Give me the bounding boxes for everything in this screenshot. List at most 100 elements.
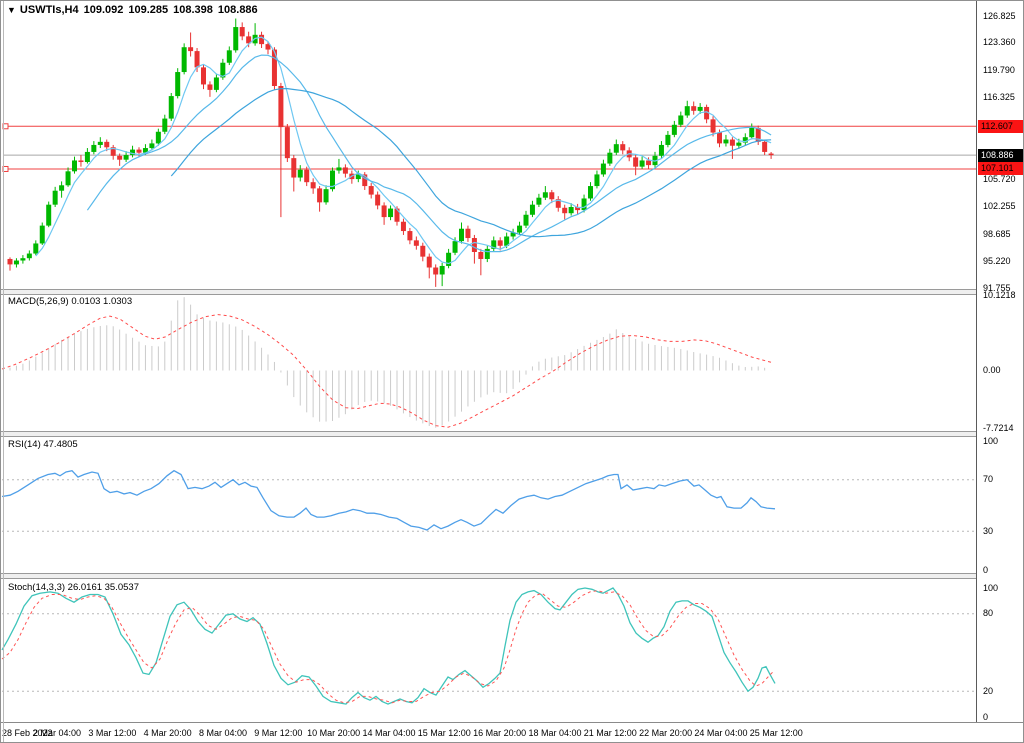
candle-body	[310, 182, 316, 189]
ohlc-close: 108.886	[217, 4, 258, 16]
panel-splitter-rsi[interactable]	[1, 431, 976, 437]
candle-body	[542, 192, 548, 198]
candle-body	[704, 106, 710, 120]
time-axis-label: 21 Mar 12:00	[583, 728, 637, 738]
axis-label: 70	[983, 474, 994, 485]
candle-body	[330, 170, 335, 190]
candle-body	[678, 115, 684, 125]
candle-body	[13, 260, 19, 265]
candle-body	[226, 50, 232, 63]
candle-body	[400, 221, 406, 232]
symbol-label: USWTIs,H4	[19, 4, 79, 16]
candle-body	[536, 197, 542, 205]
price-axis[interactable]: 126.825 123.360 119.790 116.325 105.720 102.2…	[977, 0, 1024, 722]
axis-label: 116.325	[983, 91, 1015, 102]
axis-label: 100	[983, 435, 999, 446]
stoch-d-line	[1, 590, 774, 704]
candle-body	[639, 160, 645, 167]
time-axis-label: 9 Mar 12:00	[254, 728, 303, 738]
candle-body	[575, 207, 581, 211]
candle-body	[207, 84, 213, 90]
candle-body	[271, 49, 277, 87]
time-axis-label: 10 Mar 20:00	[307, 728, 361, 738]
ohlc-high: 109.285	[128, 4, 169, 16]
candle-body	[710, 119, 716, 133]
ohlc-open: 109.092	[83, 4, 124, 16]
candle-body	[33, 243, 39, 254]
candle-body	[388, 208, 394, 218]
candle-body	[265, 44, 271, 50]
candle-body	[459, 228, 464, 242]
axis-label: 126.825	[983, 10, 1016, 21]
candle-body	[175, 72, 181, 97]
symbol-dropdown-icon[interactable]: ▼	[7, 5, 16, 15]
candle-body	[84, 151, 90, 163]
candle-body	[620, 144, 626, 151]
price-line-label: 107.101	[978, 162, 1024, 176]
candle-body	[278, 86, 284, 128]
axis-label: 105.720	[983, 174, 1016, 185]
axis-label: 123.360	[983, 37, 1016, 48]
candle-body	[52, 190, 58, 205]
time-axis-label: 24 Mar 04:00	[694, 728, 748, 738]
candle-body	[39, 225, 45, 244]
rsi-panel-label: RSI(14) 47.4805	[8, 439, 78, 450]
price-axis-border	[976, 0, 977, 722]
candle-body	[291, 158, 297, 178]
candle-body	[362, 174, 368, 187]
candle-body	[181, 47, 187, 73]
candle-body	[123, 155, 129, 160]
axis-label: 0.00	[983, 365, 1001, 375]
moving-average-line	[35, 36, 772, 265]
candle-body	[568, 207, 574, 214]
time-axis-label: 15 Mar 12:00	[417, 728, 471, 738]
candle-body	[168, 96, 174, 119]
panel-splitter-macd[interactable]	[1, 289, 976, 295]
candle-body	[72, 160, 77, 172]
time-axis-label: 25 Mar 12:00	[749, 728, 803, 738]
candle-body	[104, 141, 110, 148]
axis-label: 102.255	[983, 201, 1016, 212]
candle-body	[194, 51, 200, 68]
candle-body	[149, 143, 155, 149]
macd-signal-line	[1, 314, 774, 428]
candle-body	[581, 198, 587, 211]
candle-body	[736, 142, 742, 146]
candle-body	[478, 251, 484, 259]
candle-body	[342, 167, 348, 174]
price-line-label: 112.607	[978, 119, 1024, 133]
candle-body	[762, 141, 768, 152]
candle-body	[381, 205, 387, 218]
candle-body	[65, 171, 71, 186]
time-axis-label: 2 Mar 04:00	[32, 728, 82, 738]
stoch-panel-label: Stoch(14,3,3) 26.0161 35.0537	[8, 582, 139, 593]
axis-label: 0	[983, 564, 989, 575]
candle-body	[155, 131, 161, 144]
rsi-line	[1, 469, 776, 531]
candle-body	[749, 127, 755, 138]
candle-body	[355, 174, 361, 180]
candle-body	[130, 149, 136, 156]
candle-body	[613, 144, 619, 153]
candle-body	[646, 160, 652, 166]
candle-body	[188, 47, 194, 52]
axis-label: 20	[983, 685, 994, 696]
time-axis-label: 3 Mar 12:00	[88, 728, 137, 738]
candle-body	[201, 67, 206, 85]
candle-body	[97, 141, 103, 145]
candle-body	[717, 132, 722, 144]
candle-body	[697, 106, 703, 111]
time-axis[interactable]: 28 Feb 2022 2 Mar 04:00 3 Mar 12:00 4 Mar 2…	[0, 722, 1024, 743]
candle-body	[413, 240, 419, 246]
candle-body	[594, 174, 600, 187]
panel-splitter-stoch[interactable]	[1, 573, 976, 579]
candle-body	[304, 169, 310, 183]
candle-body	[259, 34, 265, 45]
candle-body	[323, 189, 329, 203]
candle-body	[162, 118, 168, 132]
candle-body	[600, 163, 606, 175]
candle-body	[452, 241, 458, 253]
candle-body	[213, 77, 219, 90]
candle-body	[336, 167, 342, 171]
